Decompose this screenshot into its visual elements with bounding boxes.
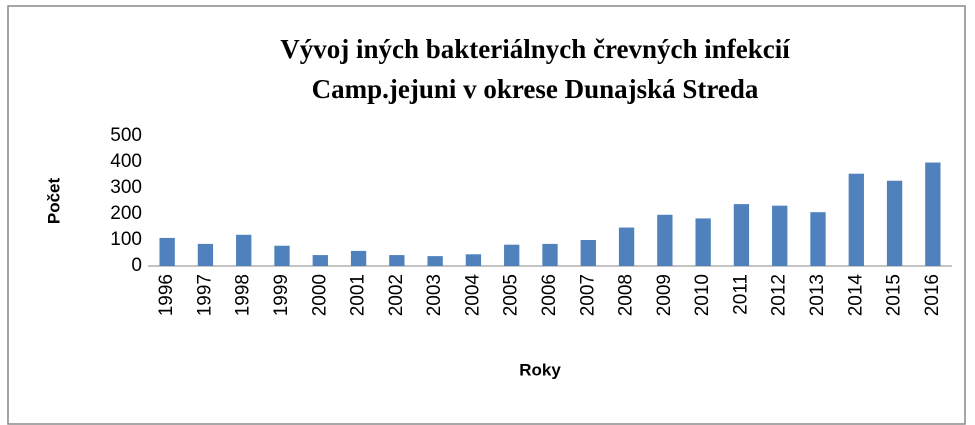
bar — [695, 218, 711, 266]
x-tick-label: 2003 — [424, 274, 445, 316]
bar — [925, 162, 941, 266]
x-tick-label: 2000 — [309, 274, 330, 316]
x-tick-label: 2001 — [348, 274, 369, 316]
bar — [236, 234, 252, 266]
bar — [274, 245, 290, 266]
y-tick-label: 200 — [110, 203, 142, 224]
x-tick-label: 1997 — [194, 274, 215, 316]
chart-title: Vývoj iných bakteriálnych črevných infek… — [280, 34, 790, 64]
x-tick-label: 2006 — [539, 274, 560, 316]
bar — [772, 205, 788, 266]
x-tick-label: 1999 — [271, 274, 292, 316]
bar — [542, 243, 558, 266]
x-tick-label: 2005 — [501, 274, 522, 316]
y-tick-label: 500 — [110, 125, 142, 146]
chart-title: Camp.jejuni v okrese Dunajská Streda — [312, 74, 759, 104]
bar — [504, 244, 520, 266]
y-tick-label: 400 — [110, 151, 142, 172]
bar — [197, 243, 214, 266]
x-tick-label: 2004 — [462, 274, 483, 317]
bar — [465, 254, 482, 266]
x-tick-label: 2014 — [845, 274, 866, 317]
x-tick-label: 2010 — [692, 274, 713, 316]
x-tick-label: 2009 — [654, 274, 675, 316]
bar — [427, 256, 443, 266]
x-tick-label: 2016 — [922, 274, 943, 316]
y-tick-label: 300 — [110, 177, 142, 198]
bar — [657, 214, 673, 266]
y-tick-label: 100 — [110, 229, 142, 250]
x-tick-label: 2002 — [386, 274, 407, 316]
bar — [618, 227, 635, 266]
bar — [848, 173, 864, 266]
x-tick-label: 2011 — [730, 274, 751, 315]
x-tick-label: 2013 — [807, 274, 828, 316]
bar — [810, 212, 826, 266]
y-tick-label: 0 — [131, 255, 142, 276]
x-tick-label: 1998 — [233, 274, 254, 316]
chart-border — [7, 5, 966, 425]
x-tick-label: 2012 — [769, 274, 790, 316]
x-tick-label: 2008 — [616, 274, 637, 316]
bar — [350, 250, 367, 266]
x-tick-label: 2007 — [577, 274, 598, 316]
bar — [312, 255, 328, 266]
y-axis-title: Počet — [44, 178, 63, 225]
bar — [733, 204, 750, 266]
x-axis-title: Roky — [519, 360, 561, 379]
x-tick-label: 2015 — [884, 274, 905, 316]
x-tick-label: 1996 — [156, 274, 177, 316]
bar — [580, 240, 596, 266]
bar — [159, 237, 175, 266]
bar — [389, 255, 405, 266]
bar — [886, 180, 903, 266]
